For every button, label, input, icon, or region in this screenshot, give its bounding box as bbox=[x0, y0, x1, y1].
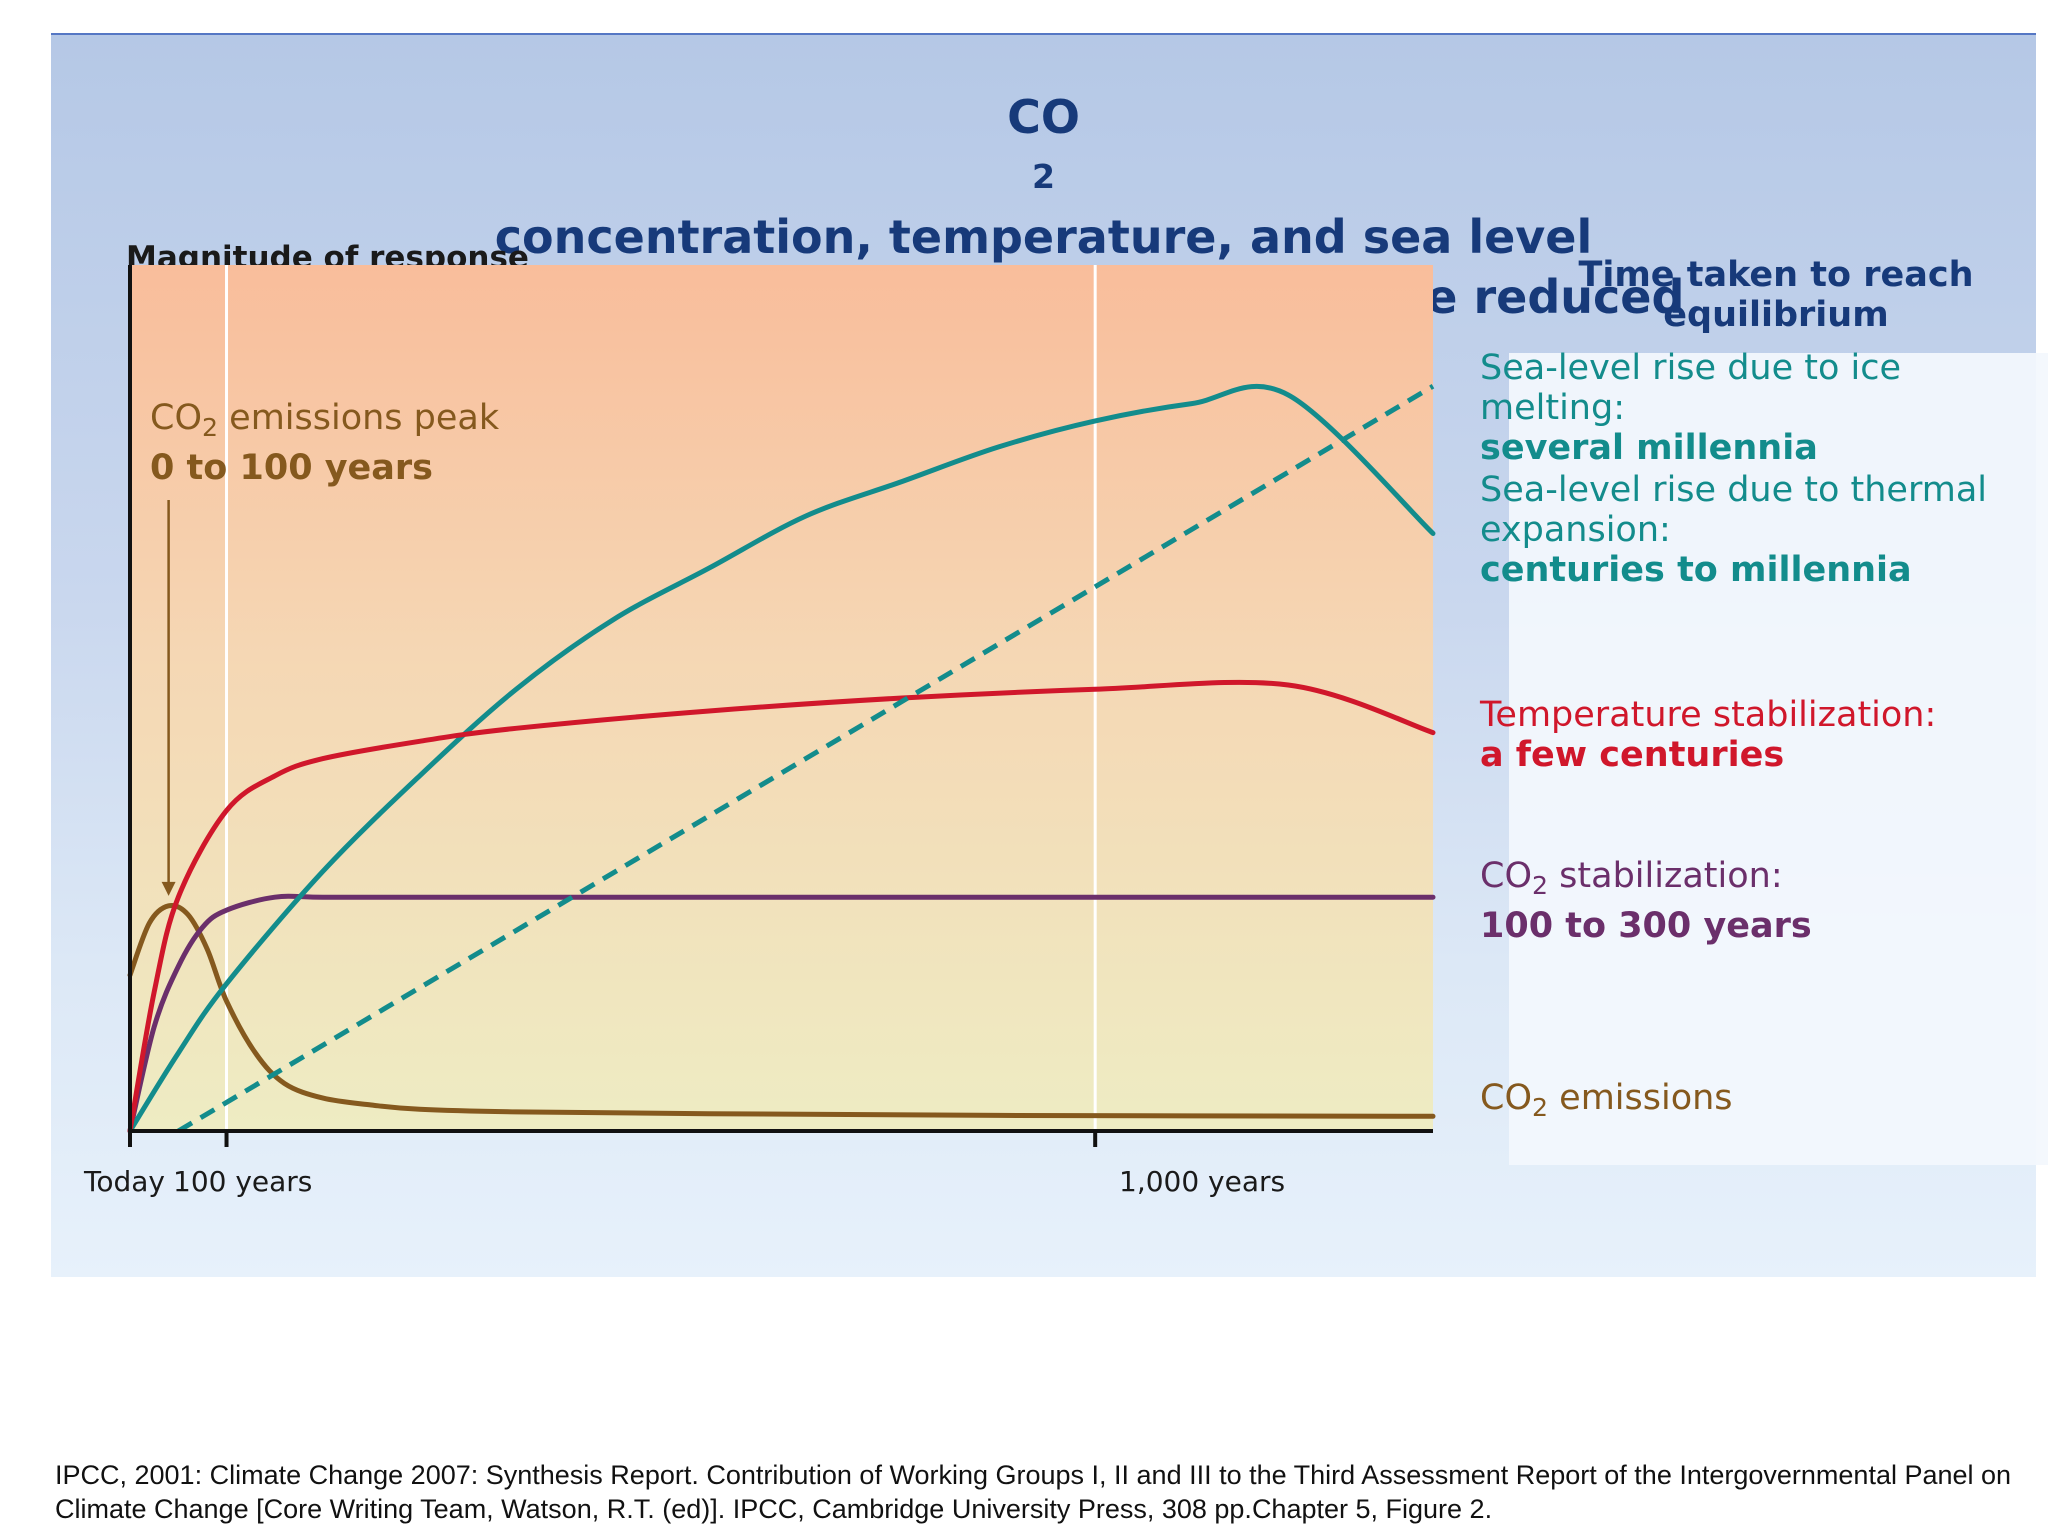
legend-co2-emissions: CO2 emissions bbox=[1480, 1078, 1733, 1123]
series-line-thermal bbox=[127, 383, 1436, 1134]
equilibrium-title: Time taken to reach equilibrium bbox=[1578, 255, 1974, 335]
series-line-temp bbox=[127, 679, 1436, 1134]
source-citation: IPCC, 2001: Climate Change 2007: Synthes… bbox=[55, 1460, 2012, 1524]
legend-co2-stabilization: CO2 stabilization: 100 to 300 years bbox=[1480, 856, 1812, 947]
series-line-emissions bbox=[127, 902, 1436, 1119]
title-line-1: CO 2 concentration, temperature, and sea … bbox=[494, 90, 1593, 264]
series-line-co2stab bbox=[127, 893, 1436, 1134]
plot-area bbox=[130, 265, 1433, 1131]
series-line-ice bbox=[177, 384, 1435, 1134]
peak-arrow-head bbox=[161, 881, 176, 896]
x-tick-1000-years: 1,000 years bbox=[1119, 1165, 1286, 1198]
x-tick-today: Today bbox=[84, 1165, 165, 1198]
x-tick-100-years: 100 years bbox=[173, 1165, 313, 1198]
legend-temperature: Temperature stabilization: a few centuri… bbox=[1480, 695, 1937, 775]
legend-ice-melting: Sea-level rise due to ice melting: sever… bbox=[1480, 348, 1902, 468]
legend-thermal-expansion: Sea-level rise due to thermal expansion:… bbox=[1480, 470, 1987, 590]
equilibrium-legend-box bbox=[1509, 353, 2048, 1165]
emissions-peak-annotation: CO2 emissions peak 0 to 100 years bbox=[150, 398, 500, 489]
